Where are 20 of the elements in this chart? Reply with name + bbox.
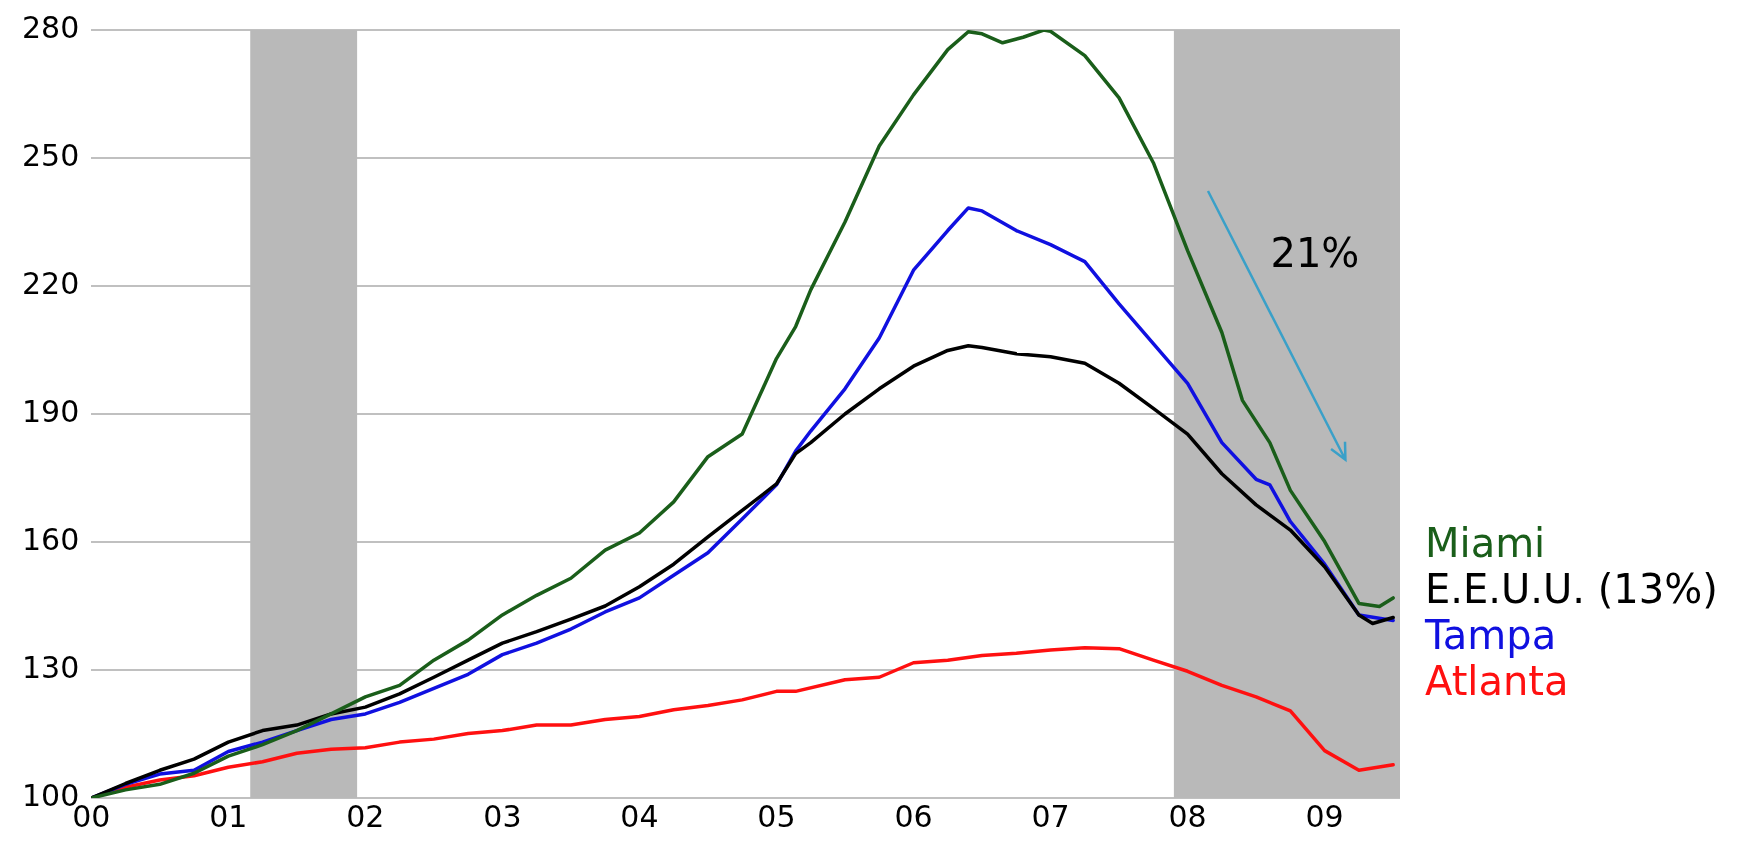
x-tick-label: 04 <box>620 798 659 834</box>
y-tick-label: 250 <box>22 137 80 173</box>
x-tick-label: 05 <box>757 798 796 834</box>
y-tick-label: 190 <box>22 393 80 429</box>
x-tick-label: 01 <box>209 798 248 834</box>
x-tick-label: 06 <box>894 798 933 834</box>
series-label: E.E.U.U. (13%) <box>1425 566 1718 612</box>
y-tick-label: 280 <box>22 9 80 45</box>
series-label: Tampa <box>1425 612 1558 658</box>
x-tick-label: 03 <box>483 798 522 834</box>
series-label: Miami <box>1425 520 1547 566</box>
x-tick-label: 02 <box>346 798 385 834</box>
series-label: Atlanta <box>1425 658 1570 704</box>
annotation: 21% <box>1270 229 1360 276</box>
x-tick-label: 08 <box>1168 798 1207 834</box>
y-tick-label: 220 <box>22 265 80 301</box>
x-tick-label: 07 <box>1031 798 1070 834</box>
y-tick-label: 160 <box>22 521 80 557</box>
y-tick-label: 130 <box>22 649 80 685</box>
x-tick-label: 09 <box>1305 798 1344 834</box>
